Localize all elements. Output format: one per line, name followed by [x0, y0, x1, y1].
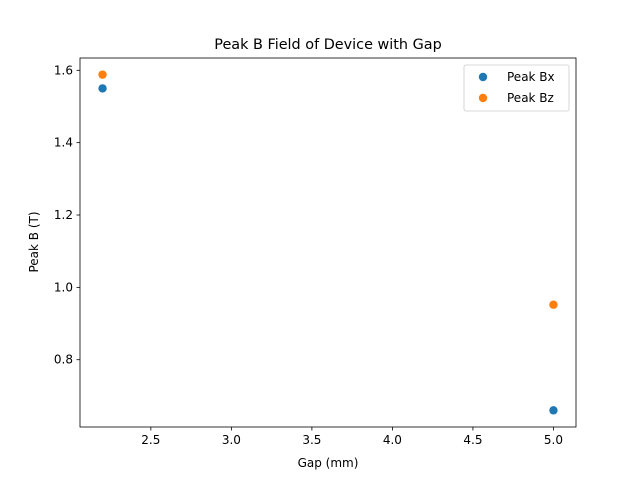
x-tick-label: 3.0: [222, 433, 241, 447]
y-axis-label: Peak B (T): [27, 211, 41, 272]
y-tick-label: 1.2: [54, 208, 73, 222]
x-tick-label: 4.0: [383, 433, 402, 447]
chart-title: Peak B Field of Device with Gap: [214, 37, 441, 53]
y-tick-label: 1.4: [54, 136, 73, 150]
point-peak-bz: [98, 70, 107, 79]
y-tick-label: 0.8: [54, 353, 73, 367]
x-tick-label: 3.5: [302, 433, 321, 447]
point-peak-bz: [549, 300, 558, 309]
legend-label-peak-bx: Peak Bx: [507, 70, 555, 84]
point-peak-bx: [549, 406, 558, 415]
y-tick-label: 1.6: [54, 63, 73, 77]
x-tick-label: 4.5: [463, 433, 482, 447]
legend-label-peak-bz: Peak Bz: [507, 91, 554, 105]
legend-box: [463, 64, 570, 112]
plot-area: 2.5 3.0 3.5 4.0 4.5 5.0 0.8 1.0 1.2 1.4 1.6: [54, 57, 577, 447]
point-peak-bx: [98, 84, 107, 93]
x-axis-label: Gap (mm): [298, 456, 359, 470]
legend: Peak Bx Peak Bz: [463, 64, 570, 112]
x-tick-label: 5.0: [544, 433, 563, 447]
legend-marker-peak-bz: [478, 93, 488, 103]
axes-frame: [79, 57, 577, 428]
y-tick-label: 1.0: [54, 280, 73, 294]
x-tick-label: 2.5: [141, 433, 160, 447]
legend-marker-peak-bx: [478, 72, 488, 82]
